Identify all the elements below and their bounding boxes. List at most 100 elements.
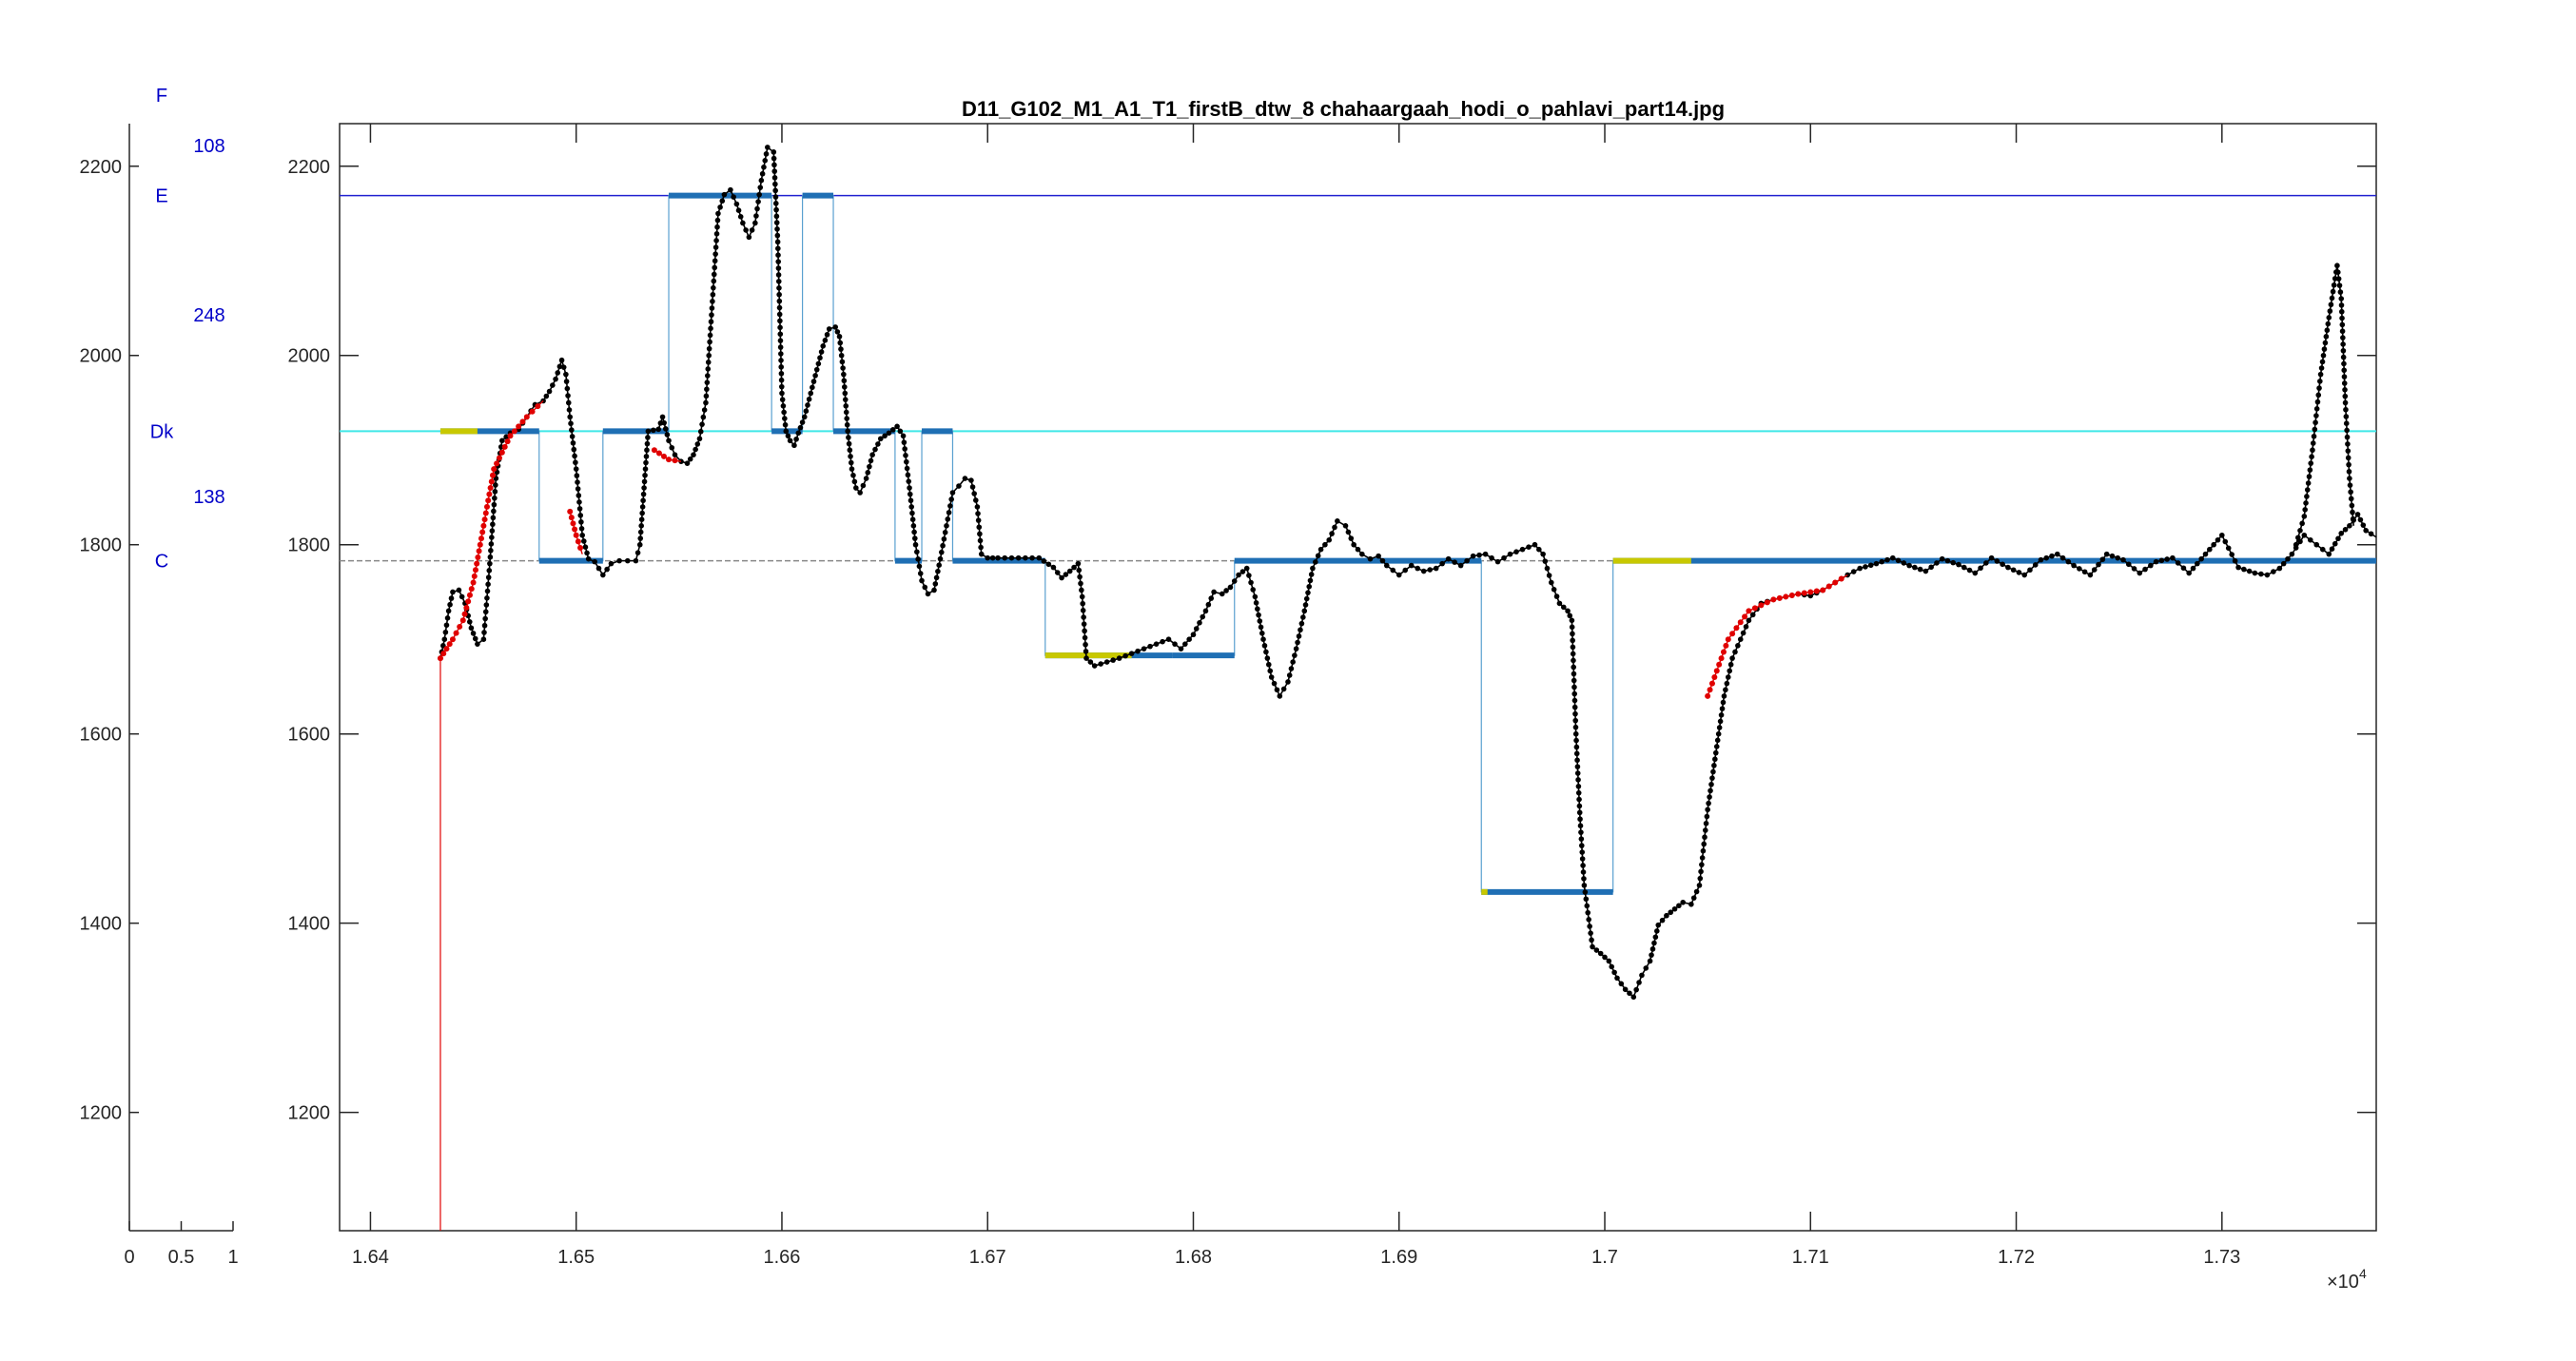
pitch-point <box>2342 387 2348 393</box>
pitch-point <box>2342 393 2349 399</box>
pitch-point <box>1420 568 1427 574</box>
pitch-point <box>2319 546 2326 553</box>
pitch-point <box>705 366 712 372</box>
pitch-point <box>560 364 567 370</box>
pitch-point <box>728 186 733 193</box>
pitch-point <box>925 591 931 597</box>
pitch-point <box>771 162 777 168</box>
pitch-point <box>2180 565 2187 572</box>
pitch-point <box>1075 560 1082 567</box>
pitch-point <box>2340 335 2346 340</box>
pitch-point <box>569 434 576 439</box>
pitch-point <box>840 365 846 371</box>
pitch-point <box>1702 834 1708 841</box>
pitch-point <box>773 220 780 225</box>
pitch-point <box>1961 564 1967 571</box>
pitch-point <box>978 551 985 557</box>
pitch-point <box>470 631 477 636</box>
pitch-point <box>1002 554 1008 561</box>
pitch-point <box>1257 618 1263 624</box>
pitch-point <box>1182 641 1188 647</box>
pitch-point <box>492 495 498 501</box>
pitch-point <box>1293 646 1299 651</box>
pitch-point <box>776 304 783 311</box>
pitch-point <box>1445 555 1452 562</box>
pitch-point <box>2326 315 2332 321</box>
pitch-point <box>1727 661 1734 668</box>
pitch-point <box>595 565 602 572</box>
pitch-point <box>1274 687 1280 693</box>
pitch-point <box>872 446 878 453</box>
pitch-point <box>2285 555 2291 562</box>
pitch-point <box>1699 855 1706 861</box>
pitch-point <box>573 466 579 472</box>
pitch-point <box>1743 624 1749 630</box>
pitch-point <box>776 298 783 304</box>
pitch-point <box>969 484 976 490</box>
pitch-point <box>2241 566 2247 573</box>
pitch-point <box>837 340 844 346</box>
transition-point <box>568 515 575 521</box>
transition-point <box>523 414 530 420</box>
pitch-point <box>2295 535 2301 541</box>
pitch-point <box>1627 990 1632 997</box>
pitch-point <box>2246 568 2253 574</box>
pitch-point <box>1639 972 1645 979</box>
pitch-point <box>912 535 918 541</box>
pitch-point <box>771 155 777 162</box>
x-exponent-base: ×10 <box>2327 1272 2359 1293</box>
pitch-point <box>710 299 715 304</box>
side-y-tick-label: 1200 <box>80 1103 123 1124</box>
pitch-point <box>762 158 769 164</box>
pitch-point <box>2125 561 2132 568</box>
pitch-point <box>761 164 767 170</box>
pitch-point <box>867 463 872 470</box>
pitch-point <box>489 528 496 534</box>
transition-point <box>519 418 526 425</box>
pitch-point <box>1577 823 1584 828</box>
transition-point <box>498 449 505 456</box>
pitch-point <box>558 357 565 363</box>
pitch-point <box>1402 567 1409 574</box>
pitch-point <box>1579 849 1586 855</box>
pitch-point <box>491 508 497 515</box>
pitch-point <box>642 466 649 472</box>
pitch-point <box>1519 546 1526 553</box>
pitch-point <box>787 437 793 444</box>
pitch-point <box>841 371 847 378</box>
pitch-point <box>905 472 911 478</box>
pitch-point <box>1128 651 1135 656</box>
pitch-point <box>1732 649 1738 655</box>
pitch-point <box>803 408 810 414</box>
pitch-point <box>485 581 491 588</box>
pitch-point <box>2363 527 2369 534</box>
pitch-point <box>2345 448 2352 454</box>
pitch-point <box>2323 334 2330 340</box>
pitch-point <box>569 427 575 433</box>
pitch-point <box>1305 590 1311 595</box>
pitch-point <box>1083 641 1088 648</box>
pitch-point <box>664 432 671 437</box>
pitch-point <box>1655 922 1662 928</box>
pitch-point <box>1135 648 1141 654</box>
pitch-point <box>765 145 771 150</box>
transition-point <box>1708 680 1715 687</box>
pitch-point <box>2304 494 2310 499</box>
pitch-point <box>1172 641 1178 647</box>
pitch-point <box>875 441 881 447</box>
pitch-point <box>578 526 585 532</box>
pitch-point <box>1571 671 1577 677</box>
pitch-point <box>1415 565 1421 572</box>
pitch-point <box>1258 624 1264 631</box>
transition-point <box>577 545 584 552</box>
pitch-point <box>1649 952 1654 958</box>
pitch-point <box>1285 679 1291 685</box>
pitch-point <box>2303 500 2309 506</box>
pitch-point <box>482 615 488 622</box>
transition-point <box>504 438 511 445</box>
pitch-point <box>576 493 582 498</box>
pitch-point <box>783 428 790 435</box>
pitch-point <box>582 544 589 551</box>
pitch-point <box>700 414 707 420</box>
pitch-point <box>1589 937 1594 943</box>
